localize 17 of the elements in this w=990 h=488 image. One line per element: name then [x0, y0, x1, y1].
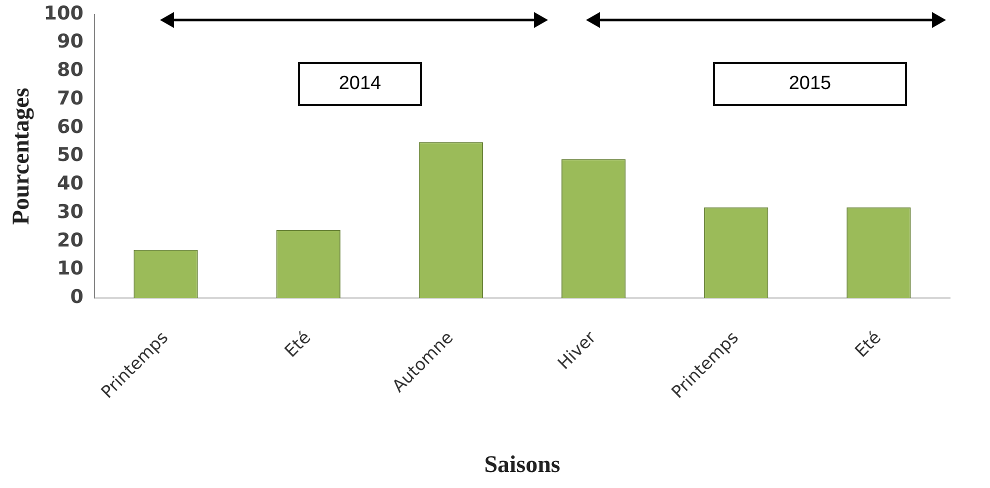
y-tick-label: 40 [57, 172, 84, 195]
y-tick-label: 20 [57, 229, 84, 252]
y-tick-label: 10 [57, 258, 84, 280]
y-tick-label: 30 [57, 200, 84, 223]
y-tick-label: 100 [44, 2, 84, 24]
y-tick-label: 80 [57, 59, 84, 82]
y-tick-label: 50 [57, 144, 84, 166]
annotation: 2015 [788, 73, 832, 95]
x-tick-label: Eté [281, 328, 316, 362]
y-axis-title: Pourcentages [8, 88, 35, 225]
annotation: 2014 [338, 73, 382, 95]
y-tick-label: 60 [57, 116, 84, 138]
y-tick-label: 90 [57, 30, 84, 53]
x-tick-label: Eté [852, 328, 886, 362]
y-tick-label: 70 [57, 87, 84, 110]
y-tick-label: 0 [70, 286, 84, 308]
x-axis-title: Saisons [484, 452, 560, 478]
